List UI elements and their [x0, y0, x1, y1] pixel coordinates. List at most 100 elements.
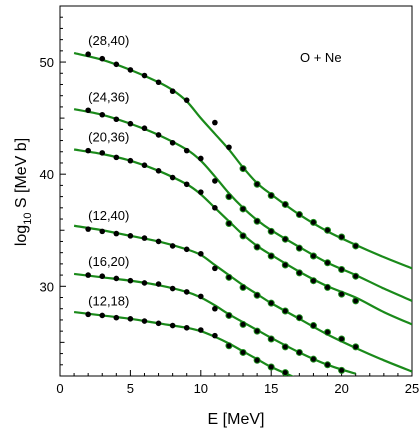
- x-tick-label: 0: [56, 381, 63, 396]
- data-point: [281, 200, 289, 208]
- data-point: [127, 157, 134, 164]
- data-point: [141, 125, 148, 132]
- data-point: [113, 275, 120, 282]
- series-label: (16,20): [88, 254, 129, 269]
- data-point: [239, 165, 247, 173]
- data-point: [253, 217, 261, 225]
- data-point: [253, 356, 261, 364]
- data-point: [253, 327, 261, 335]
- data-point: [267, 335, 275, 343]
- annotation-label: O + Ne: [300, 50, 342, 65]
- x-tick-label: 25: [405, 381, 419, 396]
- series-label: (24,36): [88, 89, 129, 104]
- data-point: [141, 72, 148, 79]
- data-point: [85, 147, 91, 154]
- data-point: [352, 297, 360, 305]
- data-point: [324, 259, 332, 267]
- data-point: [113, 116, 120, 123]
- data-point: [127, 120, 134, 127]
- data-point: [267, 227, 275, 235]
- data-point: [281, 261, 289, 269]
- data-point: [253, 243, 261, 251]
- data-point: [324, 283, 332, 291]
- data-point: [225, 193, 233, 201]
- data-point: [127, 316, 134, 322]
- data-point: [267, 252, 275, 260]
- data-point: [281, 235, 289, 243]
- data-point: [352, 343, 360, 351]
- x-tick-label: 5: [127, 381, 134, 396]
- data-point: [155, 238, 162, 245]
- data-point: [183, 147, 190, 154]
- data-point: [198, 293, 204, 300]
- x-tick-label: 20: [334, 381, 348, 396]
- data-point: [183, 97, 190, 103]
- data-point: [85, 311, 91, 318]
- data-point: [127, 67, 134, 73]
- data-point: [169, 88, 176, 95]
- data-point: [99, 111, 106, 118]
- data-point: [309, 355, 317, 363]
- data-point: [239, 348, 247, 356]
- data-point: [338, 366, 346, 374]
- data-point: [309, 218, 317, 226]
- data-point: [212, 305, 218, 312]
- data-point: [141, 280, 148, 286]
- data-point: [212, 178, 218, 184]
- data-point: [85, 107, 91, 114]
- data-point: [113, 314, 120, 321]
- data-point: [324, 226, 332, 234]
- data-point: [155, 132, 162, 138]
- data-point: [352, 242, 360, 250]
- data-point: [198, 327, 204, 333]
- y-tick-label: 50: [40, 55, 54, 70]
- x-tick-label: 10: [194, 381, 208, 396]
- data-point: [99, 55, 106, 62]
- data-point: [239, 283, 247, 291]
- data-point: [338, 290, 346, 298]
- data-point: [212, 332, 218, 339]
- data-point: [141, 162, 148, 169]
- data-point: [338, 335, 346, 343]
- data-points: [85, 51, 360, 376]
- y-axis-label: log10 S [MeV b]: [13, 138, 34, 246]
- data-point: [99, 150, 106, 156]
- data-point: [338, 233, 346, 241]
- data-point: [225, 220, 233, 228]
- data-point: [169, 243, 176, 249]
- data-point: [281, 307, 289, 315]
- data-point: [183, 324, 190, 331]
- data-point: [155, 168, 162, 174]
- data-point: [295, 211, 303, 219]
- data-point: [239, 320, 247, 328]
- data-point: [141, 235, 148, 241]
- data-point: [155, 79, 162, 86]
- series-labels: (28,40) (24,36) (20,36) (12,40) (16,20) (12,1…: [88, 33, 129, 308]
- data-point: [141, 318, 148, 324]
- data-point: [324, 361, 332, 369]
- data-point: [85, 272, 91, 278]
- data-point: [309, 322, 317, 330]
- data-point: [198, 250, 204, 257]
- series-label: (12,40): [88, 208, 129, 223]
- data-point: [295, 348, 303, 356]
- data-point: [169, 285, 176, 292]
- axis-ticks: 0 5 10 15 20 25 30 40 50: [40, 5, 419, 396]
- data-point: [169, 174, 176, 181]
- data-point: [113, 61, 120, 68]
- data-point: [212, 205, 218, 211]
- y-tick-label: 30: [40, 279, 54, 294]
- data-point: [281, 369, 289, 376]
- series-label: (28,40): [88, 33, 129, 48]
- y-tick-label: 40: [40, 167, 54, 182]
- data-point: [309, 252, 317, 260]
- data-point: [212, 265, 218, 272]
- data-point: [253, 180, 261, 188]
- x-axis-label: E [MeV]: [208, 411, 265, 428]
- data-point: [281, 343, 289, 351]
- data-point: [85, 226, 91, 232]
- data-point: [295, 314, 303, 322]
- data-point: [99, 312, 106, 319]
- x-tick-label: 15: [264, 381, 278, 396]
